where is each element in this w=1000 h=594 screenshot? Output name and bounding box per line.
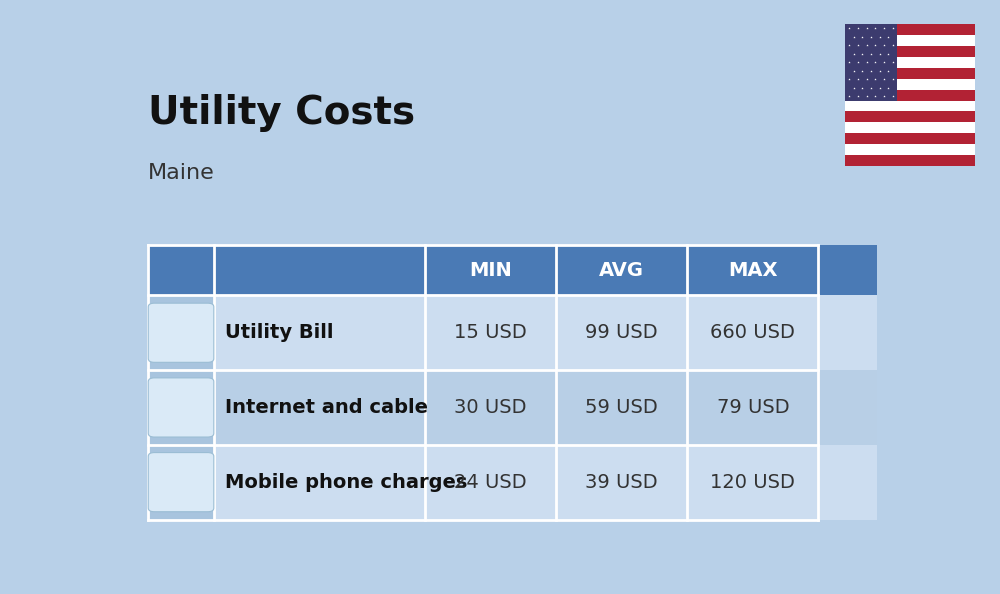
- FancyBboxPatch shape: [148, 453, 214, 512]
- Text: 15 USD: 15 USD: [454, 323, 527, 342]
- Bar: [845, 24, 975, 34]
- Text: 120 USD: 120 USD: [710, 473, 795, 492]
- Bar: [845, 78, 975, 90]
- FancyBboxPatch shape: [148, 370, 877, 445]
- Text: 39 USD: 39 USD: [585, 473, 658, 492]
- Bar: [845, 100, 975, 112]
- Bar: [845, 144, 975, 156]
- Text: AVG: AVG: [599, 261, 644, 280]
- Text: MAX: MAX: [728, 261, 778, 280]
- FancyBboxPatch shape: [148, 245, 877, 295]
- Text: Internet and cable: Internet and cable: [225, 398, 428, 417]
- Text: 30 USD: 30 USD: [454, 398, 527, 417]
- Bar: [845, 56, 975, 68]
- Text: 24 USD: 24 USD: [454, 473, 527, 492]
- Text: Maine: Maine: [148, 163, 215, 183]
- Text: 660 USD: 660 USD: [710, 323, 795, 342]
- FancyBboxPatch shape: [148, 445, 214, 520]
- Bar: [845, 112, 975, 122]
- Text: 79 USD: 79 USD: [717, 398, 789, 417]
- FancyBboxPatch shape: [148, 303, 214, 362]
- Text: 99 USD: 99 USD: [585, 323, 658, 342]
- Bar: [845, 46, 975, 56]
- Text: Utility Costs: Utility Costs: [148, 94, 415, 132]
- FancyBboxPatch shape: [148, 378, 214, 437]
- Text: 59 USD: 59 USD: [585, 398, 658, 417]
- Text: MIN: MIN: [469, 261, 512, 280]
- FancyBboxPatch shape: [148, 295, 214, 370]
- FancyBboxPatch shape: [148, 445, 877, 520]
- Bar: [845, 90, 975, 100]
- Bar: [845, 68, 975, 78]
- Bar: [845, 122, 975, 134]
- Bar: [845, 134, 975, 144]
- Text: Mobile phone charges: Mobile phone charges: [225, 473, 468, 492]
- Bar: [845, 156, 975, 166]
- Bar: [845, 34, 975, 46]
- Bar: [845, 24, 897, 100]
- Text: Utility Bill: Utility Bill: [225, 323, 334, 342]
- FancyBboxPatch shape: [148, 370, 214, 445]
- FancyBboxPatch shape: [148, 295, 877, 370]
